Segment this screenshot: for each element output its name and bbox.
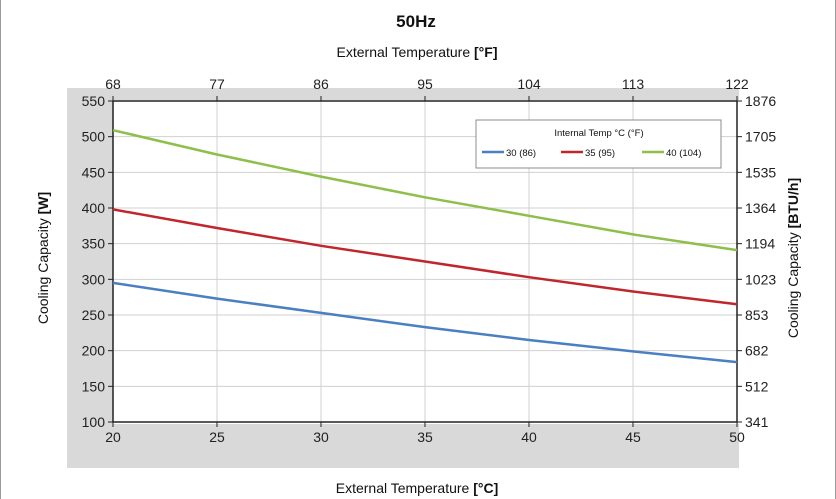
x-axis-top-title: External Temperature [°F] xyxy=(337,44,498,60)
legend: Internal Temp °C (°F) 30 (86) 35 (95) 40 (… xyxy=(475,119,722,169)
x-top-tick-label: 95 xyxy=(417,76,433,92)
x-axis-bottom-title-unit: [°C] xyxy=(473,480,498,496)
legend-title: Internal Temp °C (°F) xyxy=(554,128,643,139)
y-right-tick-label: 1364 xyxy=(745,200,776,216)
x-bottom-tick-label: 25 xyxy=(209,429,225,445)
series-line-0 xyxy=(112,281,738,364)
x-axis-top-title-unit: [°F] xyxy=(474,44,497,60)
y-right-tick-label: 1876 xyxy=(745,93,776,109)
y-left-tick-label: 200 xyxy=(82,343,106,359)
y-right-tick-label: 512 xyxy=(745,378,769,394)
bottom-axis-background xyxy=(67,424,739,468)
y-left-tick-label: 250 xyxy=(82,307,106,323)
y-right-tick-label: 682 xyxy=(745,343,769,359)
y-left-tick-label: 100 xyxy=(82,414,106,430)
y-right-tick-label: 1535 xyxy=(745,164,776,180)
left-axis-background xyxy=(67,88,113,468)
legend-label-2: 40 (104) xyxy=(666,148,701,159)
x-axis-bottom-title: External Temperature [°C] xyxy=(336,480,499,496)
right-axis-background xyxy=(739,88,783,468)
x-bottom-tick-label: 20 xyxy=(105,429,121,445)
x-top-tick-label: 77 xyxy=(209,76,225,92)
y-left-tick-label: 400 xyxy=(82,200,106,216)
y-right-tick-label: 1194 xyxy=(745,236,775,252)
series-line-1 xyxy=(112,208,738,306)
y-left-tick-label: 450 xyxy=(82,164,106,180)
y-axis-left-title: Cooling Capacity [W] xyxy=(35,192,51,324)
top-axis-background xyxy=(67,88,739,100)
x-top-tick-label: 68 xyxy=(105,76,121,92)
x-axis-bottom-tick-labels: 20 25 30 35 40 45 50 xyxy=(105,429,745,445)
y-left-tick-label: 500 xyxy=(82,129,106,145)
x-axis-top-title-text: External Temperature xyxy=(337,44,474,60)
y-axis-right-tick-labels: 341 512 682 853 1023 1194 1364 1535 1705 1876 xyxy=(745,93,776,430)
y-axis-left-tick-labels: 100 150 200 250 300 350 400 450 500 550 xyxy=(82,93,106,430)
legend-label-0: 30 (86) xyxy=(506,148,536,159)
legend-box xyxy=(475,119,722,169)
tick-marks xyxy=(108,96,742,427)
y-axis-right-title-text: Cooling Capacity xyxy=(785,228,801,338)
y-axis-left-title-text: Cooling Capacity xyxy=(35,214,51,324)
series-lines xyxy=(112,128,738,364)
x-bottom-tick-label: 30 xyxy=(313,429,329,445)
x-bottom-tick-label: 50 xyxy=(729,429,745,445)
x-bottom-tick-label: 40 xyxy=(521,429,537,445)
y-right-tick-label: 341 xyxy=(745,414,769,430)
y-left-tick-label: 300 xyxy=(82,271,106,287)
x-top-tick-label: 86 xyxy=(313,76,329,92)
x-bottom-tick-label: 45 xyxy=(625,429,641,445)
x-axis-top-tick-labels: 68 77 86 95 104 113 122 xyxy=(105,76,749,92)
y-axis-right-title-unit: [BTU/h] xyxy=(785,178,801,229)
legend-label-1: 35 (95) xyxy=(585,148,615,159)
y-right-tick-label: 853 xyxy=(745,307,769,323)
chart-title: 50Hz xyxy=(396,12,436,31)
y-left-tick-label: 350 xyxy=(82,236,106,252)
legend-items: 30 (86) 35 (95) 40 (104) xyxy=(482,148,701,159)
x-axis-bottom-title-text: External Temperature xyxy=(336,480,473,496)
y-right-tick-label: 1705 xyxy=(745,129,776,145)
x-top-tick-label: 122 xyxy=(725,76,749,92)
x-top-tick-label: 104 xyxy=(517,76,541,92)
y-axis-right-title: Cooling Capacity [BTU/h] xyxy=(785,178,801,338)
x-top-tick-label: 113 xyxy=(622,76,645,92)
y-left-tick-label: 150 xyxy=(82,378,106,394)
y-left-tick-label: 550 xyxy=(82,93,106,109)
series-line-2 xyxy=(112,128,738,252)
y-right-tick-label: 1023 xyxy=(745,271,776,287)
x-bottom-tick-label: 35 xyxy=(417,429,433,445)
y-axis-left-title-unit: [W] xyxy=(35,192,51,215)
